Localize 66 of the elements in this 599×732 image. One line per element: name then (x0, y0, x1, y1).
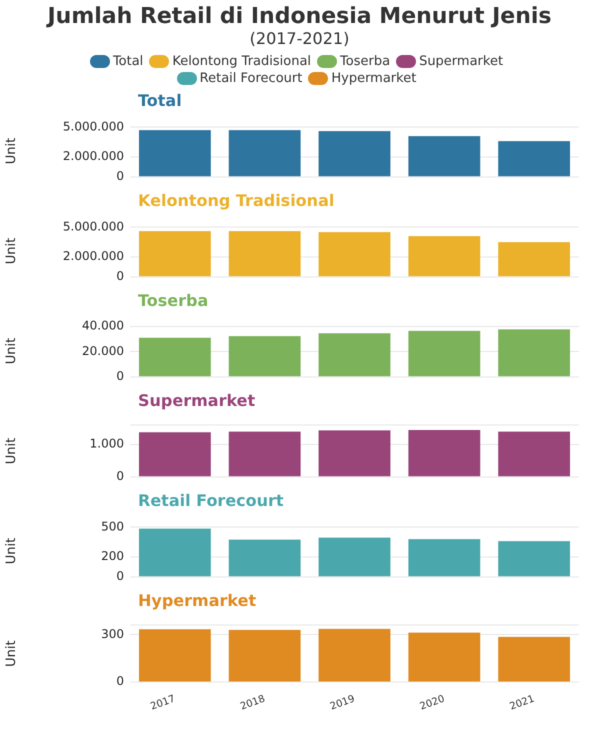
legend-label: Retail Forecourt (198, 71, 302, 86)
bar (228, 540, 301, 576)
legend-label: Supermarket (418, 54, 504, 69)
text: Jumlah Retail di Indonesia Menurut Jenis (45, 4, 553, 29)
y-tick-label: 2.000.000 (62, 149, 124, 164)
bar (138, 338, 211, 376)
y-tick-label: 300 (101, 626, 124, 641)
y-tick-label: 0 (116, 468, 124, 483)
y-tick-label: 0 (116, 568, 124, 583)
y-axis-title: Unit (4, 640, 20, 667)
bar (318, 232, 390, 276)
y-tick-label: 1.000 (90, 436, 124, 451)
chart-title: Supermarket (138, 390, 256, 412)
bar (498, 141, 570, 176)
bar (498, 329, 570, 376)
chart-title: Hypermarket (138, 590, 258, 612)
y-tick-label: 0 (116, 268, 124, 283)
y-axis-title: Unit (4, 138, 20, 164)
chart-title: Retail Forecourt (138, 490, 285, 512)
bar (408, 236, 480, 276)
bar (138, 629, 211, 682)
x-tick-label: 2017 (149, 694, 177, 713)
x-tick-label: 2021 (508, 694, 536, 713)
bar (318, 628, 390, 682)
bar (408, 632, 480, 682)
legend-label: Hypermarket (330, 71, 416, 86)
y-tick-label: 200 (101, 549, 124, 564)
y-axis-title: Unit (4, 338, 20, 364)
x-tick-label: 2018 (238, 694, 267, 713)
bar (498, 242, 570, 276)
y-tick-label: 0 (116, 674, 124, 688)
bar (228, 231, 301, 276)
bar (408, 539, 480, 576)
bar (138, 231, 211, 276)
bar (228, 630, 301, 682)
y-tick-label: 5.000.000 (62, 219, 124, 234)
legend-label: Total (112, 54, 144, 69)
y-axis-title: Unit (4, 538, 20, 564)
y-tick-label: 5.000.000 (62, 119, 124, 134)
y-axis-title: Unit (4, 438, 20, 464)
legend-label: Toserba (339, 54, 390, 69)
bar (138, 528, 211, 576)
bar (318, 333, 390, 376)
y-axis-title: Unit (4, 238, 20, 264)
chart-title: Kelontong Tradisional (138, 190, 336, 212)
legend-label: Kelontong Tradisional (171, 54, 312, 69)
y-tick-label: 20.000 (82, 344, 124, 358)
x-tick-label: 2019 (328, 694, 356, 713)
bar (498, 541, 570, 576)
bar (498, 636, 570, 682)
y-tick-label: 0 (116, 368, 124, 383)
y-tick-label: 500 (101, 519, 124, 534)
bar (408, 330, 480, 376)
x-tick-label: 2020 (418, 694, 446, 713)
bar (408, 136, 480, 176)
chart-title: Total (138, 90, 183, 112)
y-tick-label: 0 (116, 168, 124, 183)
bar (228, 336, 301, 376)
chart-title: Toserba (138, 290, 210, 312)
text: (2017-2021) (248, 29, 350, 48)
y-tick-label: 2.000.000 (62, 249, 124, 264)
bar (318, 538, 390, 576)
bar (228, 130, 301, 176)
y-tick-label: 40.000 (82, 318, 124, 333)
bar (318, 131, 390, 176)
bar (138, 130, 211, 176)
